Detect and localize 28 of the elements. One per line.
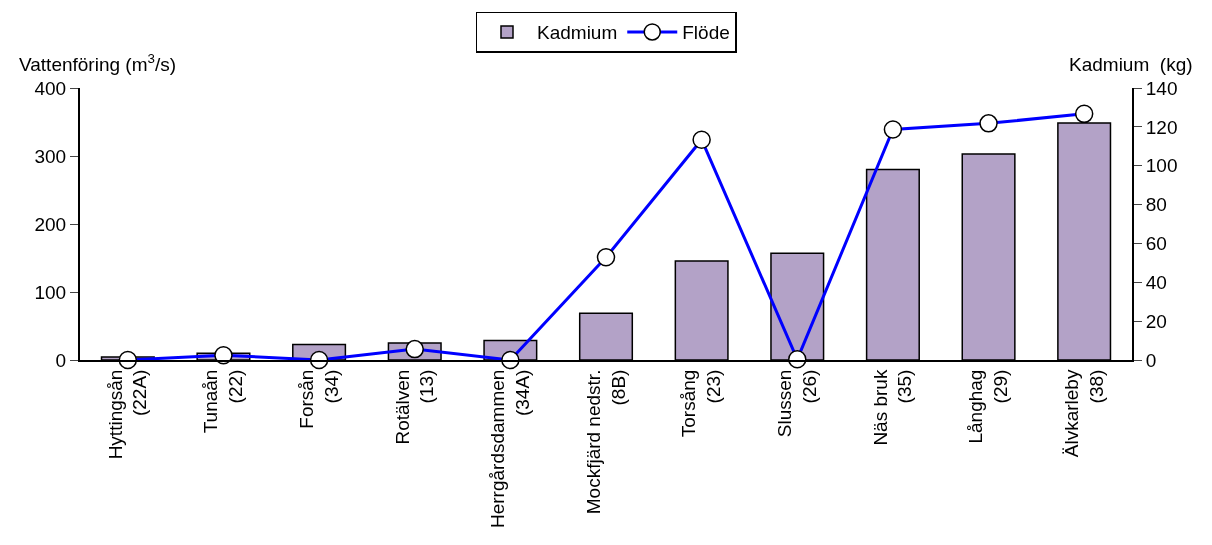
y-tick-label: 100 [34,281,67,303]
x-tick-label: Mockfjärd nedstr. (8B) [582,369,629,515]
x-tick-label: Långhag (29) [965,369,1012,444]
y2-tick-label: 80 [1145,194,1167,216]
y-tick-label: 200 [34,213,67,235]
legend-label: Flöde [682,22,730,44]
x-tick-label: Älvkarleby (38) [1061,369,1107,458]
y2-tick-label: 60 [1145,233,1167,255]
y-tick-label: 300 [34,145,67,167]
y2-tick-label: 120 [1145,116,1178,138]
y2-tick-label: 40 [1145,271,1167,293]
legend-label: Kadmium [537,22,618,44]
x-tick-label: Rotälven (13) [391,369,438,445]
y-tick-label: 0 [55,349,67,371]
y2-tick-label: 0 [1145,349,1157,371]
x-tick-label: Tunaån (22) [200,369,246,434]
y2-tick-label: 20 [1145,310,1167,332]
x-tick-label: Torsång (23) [678,369,725,438]
x-tick-label: Hyttingsån (22A) [104,369,151,460]
y-tick-label: 400 [34,77,67,99]
y2-axis-title: Kadmium (kg) [1069,54,1193,75]
y2-tick-label: 100 [1145,155,1178,177]
y2-tick-label: 140 [1145,77,1178,99]
x-tick-label: Herrgårdsdammen (34A) [487,369,533,529]
y-axis-title: Vattenföring (m$^{3}$/s) [19,51,176,75]
x-tick-label: Slussen (26) [774,369,820,438]
x-tick-label: Forsån (34) [295,369,342,429]
x-tick-label: Näs bruk (35) [869,369,916,446]
